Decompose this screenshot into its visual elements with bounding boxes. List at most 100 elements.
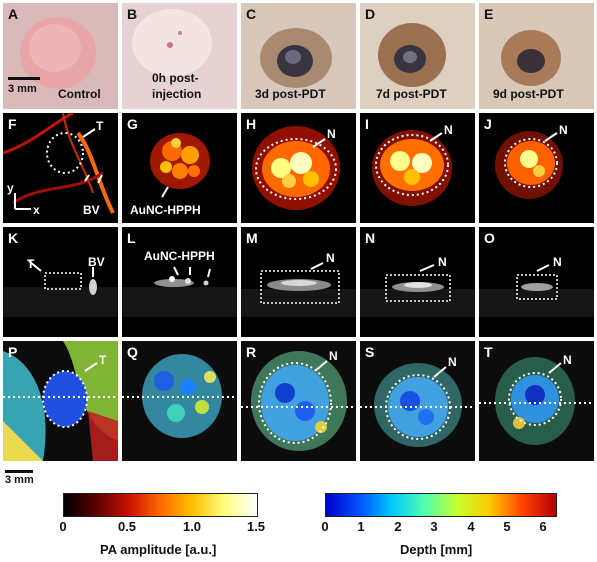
panel-label: J — [484, 116, 492, 132]
post-pdt-9d-photo — [479, 3, 594, 109]
panel-label: E — [484, 6, 494, 22]
bottom-scale-bar-label: 3 mm — [5, 474, 34, 486]
panel-label: D — [365, 6, 376, 22]
panel-g-pa-image: G AuNC-HPPH — [122, 113, 237, 223]
panel-label: C — [246, 6, 257, 22]
panel-label: L — [127, 230, 136, 246]
pa-amplitude-image — [3, 113, 118, 223]
panel-label: M — [246, 230, 258, 246]
panel-h-pa-image: H N — [241, 113, 356, 223]
panel-m-bscan: M N — [241, 227, 356, 337]
panel-label: S — [365, 344, 375, 360]
panel-r-depth-image: R N — [241, 341, 356, 461]
depth-tick-0: 0 — [321, 519, 329, 534]
depth-tick-5: 5 — [503, 519, 511, 534]
panel-label: T — [484, 344, 493, 360]
bottom-scale-bar — [5, 470, 33, 473]
necrosis-label: N — [326, 251, 335, 265]
panel-q-depth-image: Q — [122, 341, 237, 461]
tumor-label: T — [99, 353, 107, 367]
necrosis-label: N — [448, 355, 457, 369]
panel-s-depth-image: S N — [360, 341, 475, 461]
necrosis-label: N — [327, 127, 336, 141]
panel-d-photo: D 7d post-PDT — [360, 3, 475, 109]
pa-amplitude-image — [479, 113, 594, 223]
tumor-label: T — [27, 257, 35, 271]
panel-e-photo: E 9d post-PDT — [479, 3, 594, 109]
panel-label: I — [365, 116, 369, 132]
bscan-image — [360, 227, 475, 337]
panel-p-depth-image: P T — [3, 341, 118, 461]
scale-bar-label: 3 mm — [8, 83, 37, 95]
agent-label: AuNC-HPPH — [130, 203, 201, 217]
necrosis-label: N — [563, 353, 572, 367]
panel-o-bscan: O N — [479, 227, 594, 337]
panel-l-bscan: L AuNC-HPPH — [122, 227, 237, 337]
depth-image — [479, 341, 594, 461]
depth-tick-3: 3 — [430, 519, 438, 534]
depth-image — [3, 341, 118, 461]
panel-caption: 9d post-PDT — [493, 87, 564, 101]
panel-label: A — [8, 6, 19, 22]
panel-label: O — [484, 230, 495, 246]
panel-f-pa-image: F T BV y x — [3, 113, 118, 223]
depth-image — [122, 341, 237, 461]
pa-amplitude-image — [122, 113, 237, 223]
panel-label: B — [127, 6, 138, 22]
pa-tick-1.0: 1.0 — [182, 519, 202, 534]
depth-tick-2: 2 — [394, 519, 402, 534]
necrosis-label: N — [553, 255, 562, 269]
injection-photo — [122, 3, 237, 109]
blood-vessel-label: BV — [88, 255, 105, 269]
depth-colorbar — [325, 493, 557, 517]
panel-i-pa-image: I N — [360, 113, 475, 223]
necrosis-label: N — [329, 349, 338, 363]
bscan-image — [241, 227, 356, 337]
control-photo — [3, 3, 118, 109]
panel-label: R — [246, 344, 257, 360]
x-axis-label: x — [33, 203, 40, 217]
panel-caption: 7d post-PDT — [376, 87, 447, 101]
necrosis-label: N — [438, 255, 447, 269]
panel-label: N — [365, 230, 376, 246]
panel-label: F — [8, 116, 17, 132]
pa-colorbar-title: PA amplitude [a.u.] — [100, 542, 217, 557]
bscan-image — [122, 227, 237, 337]
panel-n-bscan: N N — [360, 227, 475, 337]
panel-label: G — [127, 116, 138, 132]
panel-b-photo: B 0h post- injection — [122, 3, 237, 109]
panel-caption-line2: injection — [152, 87, 202, 101]
panel-label: P — [8, 344, 18, 360]
depth-image — [360, 341, 475, 461]
panel-t-depth-image: T N — [479, 341, 594, 461]
depth-image — [241, 341, 356, 461]
panel-k-bscan: K T BV — [3, 227, 118, 337]
panel-c-photo: C 3d post-PDT — [241, 3, 356, 109]
blood-vessel-label: BV — [83, 203, 100, 217]
necrosis-label: N — [444, 123, 453, 137]
panel-caption-line1: 0h post- — [152, 71, 199, 85]
pa-tick-1.5: 1.5 — [246, 519, 266, 534]
pa-amplitude-colorbar — [63, 493, 258, 517]
depth-tick-6: 6 — [539, 519, 547, 534]
post-pdt-3d-photo — [241, 3, 356, 109]
necrosis-label: N — [559, 123, 568, 137]
panel-caption: 3d post-PDT — [255, 87, 326, 101]
pa-amplitude-image — [360, 113, 475, 223]
pa-amplitude-image — [241, 113, 356, 223]
panel-label: Q — [127, 344, 138, 360]
depth-tick-4: 4 — [467, 519, 475, 534]
panel-label: H — [246, 116, 257, 132]
panel-j-pa-image: J N — [479, 113, 594, 223]
agent-label: AuNC-HPPH — [144, 249, 215, 263]
panel-a-photo: A 3 mm Control — [3, 3, 118, 109]
tumor-label: T — [96, 119, 104, 133]
post-pdt-7d-photo — [360, 3, 475, 109]
scale-bar — [8, 77, 40, 80]
depth-colorbar-title: Depth [mm] — [400, 542, 473, 557]
panel-caption: Control — [58, 87, 101, 101]
pa-tick-0.5: 0.5 — [117, 519, 137, 534]
y-axis-label: y — [7, 181, 14, 195]
pa-tick-0: 0 — [59, 519, 67, 534]
bscan-image — [479, 227, 594, 337]
